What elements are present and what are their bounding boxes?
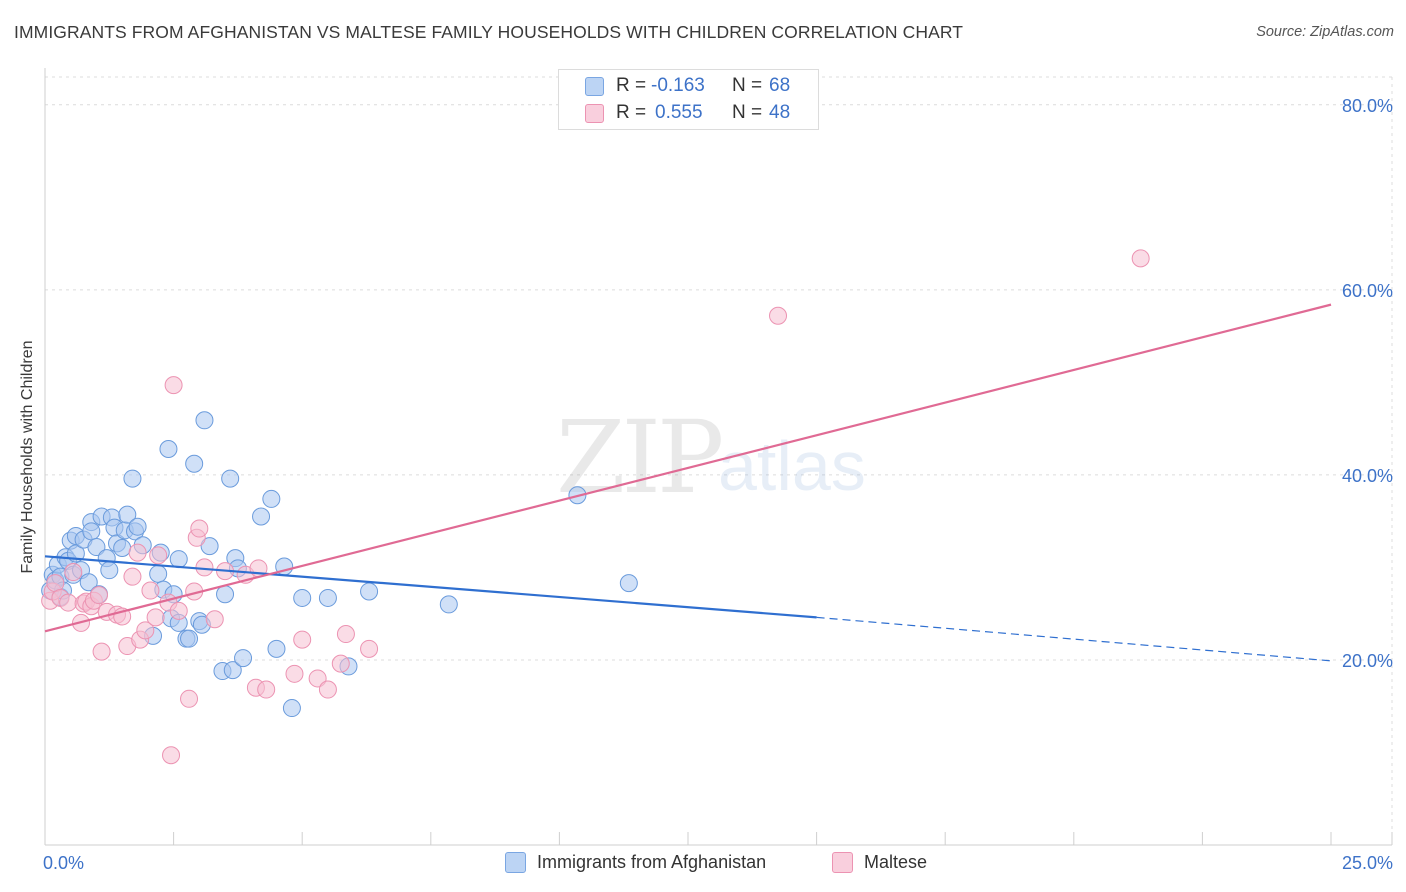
data-point xyxy=(128,543,147,562)
series-points xyxy=(41,249,1150,765)
r-label: R = xyxy=(616,75,647,96)
n-label: N = xyxy=(732,102,763,123)
data-point xyxy=(162,746,181,765)
chart-title: IMMIGRANTS FROM AFGHANISTAN VS MALTESE F… xyxy=(14,22,964,42)
data-point xyxy=(1131,249,1150,268)
data-point xyxy=(331,654,350,673)
r-value: 0.555 xyxy=(655,102,703,123)
data-point xyxy=(262,489,281,508)
trend-lines xyxy=(44,303,1332,662)
data-point xyxy=(159,439,178,458)
data-point xyxy=(234,649,253,668)
maltese-swatch xyxy=(832,852,853,873)
data-point xyxy=(141,581,160,600)
afghanistan-swatch xyxy=(585,77,604,96)
data-point xyxy=(169,550,188,569)
afghanistan-trend-line xyxy=(44,555,817,619)
data-point xyxy=(439,595,458,614)
data-point xyxy=(123,469,142,488)
y-tick-label: 20.0% xyxy=(1342,651,1393,671)
data-point xyxy=(205,610,224,629)
data-point xyxy=(185,454,204,473)
data-point xyxy=(360,639,379,658)
data-point xyxy=(221,469,240,488)
afghanistan-trend-extension xyxy=(816,616,1332,662)
y-axis-label: Family Households with Children xyxy=(19,340,36,574)
data-point xyxy=(190,519,209,538)
data-point xyxy=(360,582,379,601)
data-point xyxy=(308,669,327,688)
data-point xyxy=(113,538,132,557)
data-point xyxy=(285,664,304,683)
n-value: 48 xyxy=(769,102,791,123)
stats-legend: R = -0.163 N = 68 R = 0.555 N = 48 xyxy=(558,69,819,130)
n-label: N = xyxy=(732,75,763,96)
data-point xyxy=(200,537,219,556)
data-point xyxy=(146,608,165,627)
data-point xyxy=(118,505,137,524)
data-point xyxy=(128,517,147,536)
data-point xyxy=(123,567,142,586)
data-point xyxy=(769,306,788,325)
data-point xyxy=(267,639,286,658)
data-point xyxy=(180,629,199,648)
data-point xyxy=(216,585,235,604)
data-point xyxy=(90,586,109,605)
data-point xyxy=(257,680,276,699)
afghanistan-swatch xyxy=(505,852,526,873)
data-point xyxy=(136,621,155,640)
data-point xyxy=(64,563,83,582)
data-point xyxy=(92,642,111,661)
y-tick-label: 60.0% xyxy=(1342,281,1393,301)
data-point xyxy=(82,522,101,541)
maltese-swatch xyxy=(585,104,604,123)
data-point xyxy=(164,376,183,395)
data-point xyxy=(195,411,214,430)
r-value: -0.163 xyxy=(651,75,705,96)
data-point xyxy=(100,561,119,580)
source-label: Source: ZipAtlas.com xyxy=(1256,24,1394,40)
data-point xyxy=(293,588,312,607)
maltese-points xyxy=(41,249,1150,765)
x-tick-label: 0.0% xyxy=(43,853,84,873)
axes xyxy=(44,68,1393,846)
data-point xyxy=(223,661,242,680)
y-tick-label: 80.0% xyxy=(1342,96,1393,116)
x-tick-label: 25.0% xyxy=(1342,853,1393,873)
data-point xyxy=(293,630,312,649)
legend-label: Immigrants from Afghanistan xyxy=(537,852,767,872)
data-point xyxy=(169,601,188,620)
data-point xyxy=(180,689,199,708)
watermark-atlas: atlas xyxy=(718,427,866,505)
data-point xyxy=(79,573,98,592)
n-value: 68 xyxy=(769,75,791,96)
data-point xyxy=(59,593,78,612)
data-point xyxy=(252,507,271,526)
legend-label: Maltese xyxy=(864,852,928,872)
r-label: R = xyxy=(616,102,647,123)
data-point xyxy=(619,574,638,593)
data-point xyxy=(318,588,337,607)
watermark: ZIP atlas xyxy=(556,399,866,516)
data-point xyxy=(318,680,337,699)
maltese-trend-line xyxy=(44,303,1332,633)
data-point xyxy=(149,564,168,583)
data-point xyxy=(149,546,168,565)
grid-lines xyxy=(45,76,1393,845)
data-point xyxy=(336,625,355,644)
data-point xyxy=(282,699,301,718)
tick-labels: 20.0% 40.0% 60.0% 80.0% 0.0% 25.0% xyxy=(43,96,1393,873)
data-point xyxy=(87,538,106,557)
y-tick-label: 40.0% xyxy=(1342,466,1393,486)
